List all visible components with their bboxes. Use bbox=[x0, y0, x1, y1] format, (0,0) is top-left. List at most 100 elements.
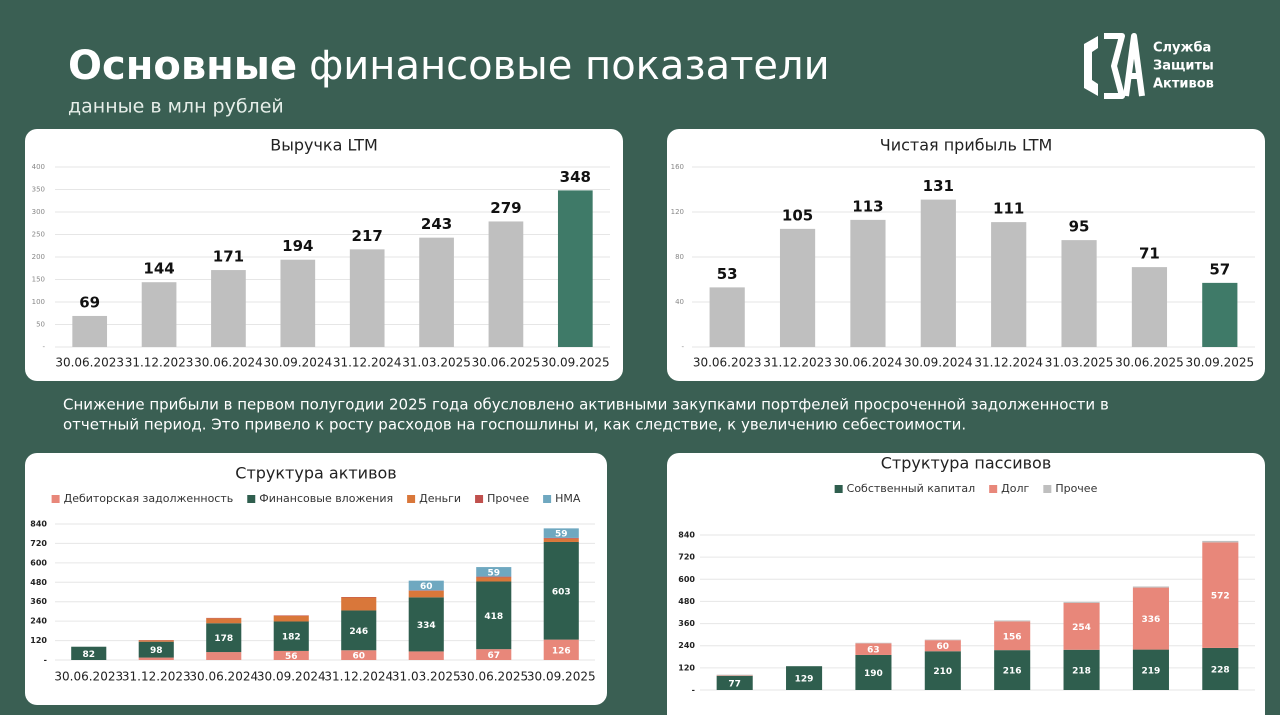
y-tick-label: 720 bbox=[30, 539, 47, 548]
data-label: 334 bbox=[417, 621, 436, 631]
data-label: 53 bbox=[717, 265, 738, 283]
data-label: 69 bbox=[79, 293, 100, 311]
bar-segment bbox=[476, 567, 512, 577]
legend-label: Деньги bbox=[419, 492, 461, 505]
data-label: 603 bbox=[552, 587, 571, 597]
bar bbox=[349, 249, 385, 347]
x-tick-label: 30.06.2023 bbox=[55, 356, 124, 370]
data-label: 95 bbox=[1069, 218, 1090, 236]
bar-segment bbox=[341, 610, 377, 651]
data-label: 194 bbox=[282, 237, 313, 255]
bar bbox=[141, 282, 177, 347]
bar bbox=[850, 219, 886, 347]
y-tick-label: - bbox=[692, 686, 695, 695]
x-tick-label: 30.06.2024 bbox=[194, 356, 263, 370]
bar-segment bbox=[341, 650, 377, 660]
data-label: 129 bbox=[795, 675, 814, 685]
data-label: 171 bbox=[213, 248, 244, 266]
data-label: 572 bbox=[1211, 592, 1230, 602]
bar-segment bbox=[1202, 540, 1239, 543]
data-label: 156 bbox=[1003, 632, 1022, 642]
bar-segment bbox=[543, 528, 579, 538]
chart-panel bbox=[667, 129, 1265, 381]
chart-panel bbox=[25, 453, 607, 705]
bar-segment bbox=[543, 537, 579, 539]
x-tick-label: 31.03.2025 bbox=[1045, 356, 1114, 370]
data-label: 348 bbox=[560, 168, 591, 186]
y-tick-label: 360 bbox=[30, 597, 47, 606]
logo-line: Защиты bbox=[1153, 59, 1214, 74]
legend-swatch bbox=[834, 485, 843, 493]
y-tick-label: 40 bbox=[675, 298, 684, 306]
chart-title: Структура пассивов bbox=[881, 454, 1052, 473]
bar-segment bbox=[476, 581, 512, 650]
bar-segment bbox=[855, 642, 892, 644]
bar bbox=[709, 287, 745, 347]
bar-segment bbox=[408, 597, 444, 652]
bar-segment bbox=[543, 538, 579, 542]
y-tick-label: 200 bbox=[32, 253, 45, 261]
data-label: 178 bbox=[214, 634, 233, 644]
y-tick-label: 600 bbox=[678, 575, 695, 584]
y-tick-label: 120 bbox=[30, 636, 47, 645]
data-label: 126 bbox=[552, 646, 571, 656]
x-tick-label: 31.12.2024 bbox=[974, 356, 1043, 370]
bar-segment bbox=[476, 649, 512, 660]
title-bold: Основные bbox=[68, 43, 297, 89]
note-line: отчетный период. Это привело к росту рас… bbox=[63, 416, 966, 434]
x-tick-label: 30.09.2024 bbox=[263, 356, 332, 370]
bar-segment bbox=[855, 643, 892, 655]
x-tick-label: 30.06.2024 bbox=[189, 670, 258, 684]
legend-label: Прочее bbox=[1055, 482, 1097, 495]
y-tick-label: 250 bbox=[32, 231, 45, 239]
data-label: 246 bbox=[349, 627, 368, 637]
y-tick-label: 150 bbox=[32, 276, 45, 284]
data-label: 57 bbox=[1209, 260, 1230, 278]
x-tick-label: 31.12.2023 bbox=[122, 670, 191, 684]
bar bbox=[779, 228, 816, 347]
y-tick-label: 350 bbox=[32, 186, 45, 194]
bar bbox=[1061, 240, 1097, 347]
legend-swatch bbox=[989, 485, 998, 493]
chart-panel bbox=[667, 453, 1265, 715]
y-tick-label: 240 bbox=[30, 617, 47, 626]
data-label: 182 bbox=[282, 633, 301, 643]
y-tick-label: - bbox=[42, 343, 45, 351]
y-tick-label: 50 bbox=[36, 321, 45, 329]
legend-swatch bbox=[51, 495, 60, 503]
bar-segment bbox=[408, 590, 444, 598]
bar-segment bbox=[408, 580, 444, 591]
x-tick-label: 31.03.2025 bbox=[392, 670, 461, 684]
bar-segment bbox=[716, 674, 753, 676]
data-label: 216 bbox=[1003, 667, 1022, 677]
y-tick-label: 840 bbox=[678, 531, 695, 540]
legend-label: Дебиторская задолженность bbox=[64, 492, 234, 505]
bar-segment bbox=[716, 675, 753, 690]
y-tick-label: 600 bbox=[30, 558, 47, 567]
x-tick-label: 30.06.2025 bbox=[459, 670, 528, 684]
y-tick-label: 160 bbox=[671, 163, 684, 171]
data-label: 60 bbox=[420, 582, 433, 592]
bar-segment bbox=[273, 621, 309, 651]
bar-segment bbox=[206, 618, 242, 624]
data-label: 336 bbox=[1142, 615, 1161, 625]
data-label: 243 bbox=[421, 215, 452, 233]
bar-segment bbox=[924, 640, 961, 652]
x-tick-label: 31.12.2023 bbox=[763, 356, 832, 370]
y-tick-label: 360 bbox=[678, 619, 695, 628]
bar bbox=[991, 222, 1027, 347]
note-line: Снижение прибыли в первом полугодии 2025… bbox=[63, 396, 1109, 414]
bar-segment bbox=[206, 652, 242, 660]
data-label: 190 bbox=[864, 669, 883, 679]
x-tick-label: 30.09.2025 bbox=[1185, 356, 1254, 370]
y-tick-label: - bbox=[44, 656, 47, 665]
data-label: 77 bbox=[728, 679, 741, 689]
legend-swatch bbox=[543, 495, 552, 503]
x-tick-label: 30.06.2023 bbox=[693, 356, 762, 370]
legend-label: Собственный капитал bbox=[847, 482, 976, 495]
bar-segment bbox=[716, 675, 753, 676]
data-label: 59 bbox=[487, 568, 500, 578]
x-tick-label: 31.12.2024 bbox=[324, 670, 393, 684]
